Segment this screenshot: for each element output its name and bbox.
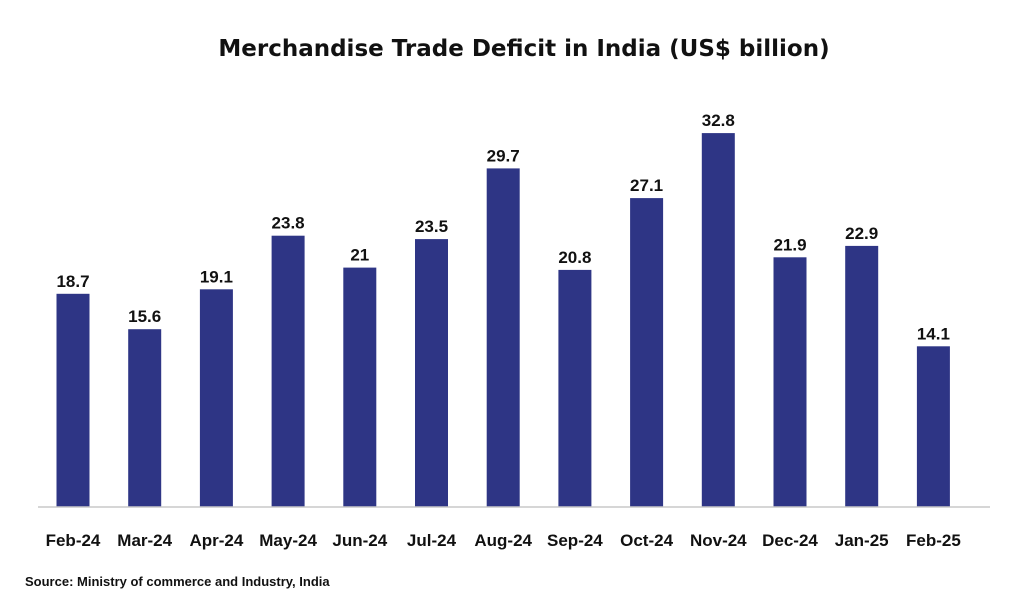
value-label-aug-24: 29.7 [487,146,520,165]
value-label-jan-25: 22.9 [845,224,878,243]
chart-title: Merchandise Trade Deficit in India (US$ … [218,36,829,62]
value-label-oct-24: 27.1 [630,176,663,195]
bar-jul-24 [415,239,448,507]
bar-sep-24 [558,269,592,507]
bar-dec-24 [773,257,807,507]
category-labels-group: Feb-24 Mar-24 Apr-24 May-24 Jun-24 Jul-24 Aug-… [46,531,961,550]
bar-jan-25 [845,245,879,507]
bar-apr-24 [199,289,233,507]
bar-jun-24 [343,267,377,507]
category-label-feb-25: Feb-25 [906,531,961,550]
bar-aug-24 [486,168,520,507]
value-label-jun-24: 21 [350,246,369,265]
bar-nov-24 [701,133,735,507]
bar-mar-24 [128,329,162,507]
category-label-dec-24: Dec-24 [762,531,818,550]
bar-feb-25 [916,346,950,507]
value-label-dec-24: 21.9 [773,235,806,254]
value-label-feb-24: 18.7 [56,272,89,291]
category-label-oct-24: Oct-24 [620,531,673,550]
category-label-nov-24: Nov-24 [690,531,747,550]
value-labels-group: 18.7 15.6 19.1 23.8 21 23.5 29.7 20.8 27.1 32.8 21… [56,111,949,343]
category-label-apr-24: Apr-24 [189,531,243,550]
category-label-aug-24: Aug-24 [474,531,532,550]
category-label-may-24: May-24 [259,531,317,550]
category-label-jul-24: Jul-24 [407,531,457,550]
category-label-jan-25: Jan-25 [835,531,889,550]
value-label-sep-24: 20.8 [558,248,591,267]
value-label-nov-24: 32.8 [702,111,735,130]
bars-group [56,133,950,507]
category-label-mar-24: Mar-24 [117,531,172,550]
category-label-feb-24: Feb-24 [46,531,101,550]
value-label-mar-24: 15.6 [128,307,161,326]
source-note: Source: Ministry of commerce and Industr… [25,574,330,589]
value-label-feb-25: 14.1 [917,324,950,343]
bar-oct-24 [630,198,664,507]
bar-may-24 [271,235,305,507]
value-label-jul-24: 23.5 [415,217,448,236]
category-label-sep-24: Sep-24 [547,531,603,550]
value-label-apr-24: 19.1 [200,267,233,286]
bar-feb-24 [56,293,90,507]
category-label-jun-24: Jun-24 [332,531,387,550]
value-label-may-24: 23.8 [272,214,305,233]
